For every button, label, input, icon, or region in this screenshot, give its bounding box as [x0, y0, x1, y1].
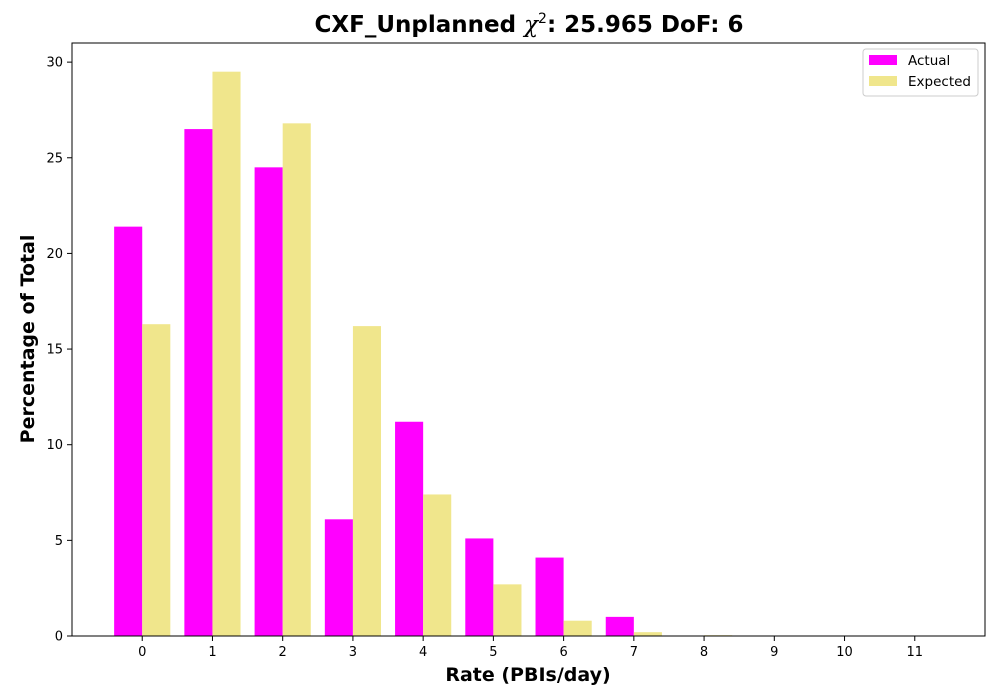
bar-actual-6 [535, 557, 564, 636]
x-tick-label-11: 11 [906, 645, 923, 660]
y-axis-label: Percentage of Total [17, 235, 39, 444]
legend-swatch-expected [869, 76, 897, 86]
bar-expected-2 [282, 123, 311, 637]
x-tick-label-9: 9 [770, 645, 778, 660]
bar-actual-1 [184, 129, 213, 636]
legend-swatch-actual [869, 55, 897, 65]
bars-group [114, 71, 803, 637]
y-tick-label-20: 20 [46, 247, 63, 262]
x-tick-label-10: 10 [836, 645, 853, 660]
y-tick-label-5: 5 [55, 534, 63, 549]
bar-expected-1 [212, 71, 241, 636]
bar-actual-3 [324, 519, 353, 636]
y-tick-label-0: 0 [55, 630, 63, 645]
x-ticks: 0 1 2 3 4 5 6 7 8 9 10 11 [138, 636, 923, 660]
bar-actual-7 [605, 616, 634, 636]
legend-label-expected: Expected [908, 74, 971, 90]
x-tick-label-3: 3 [349, 645, 357, 660]
bar-actual-5 [465, 538, 494, 636]
bar-expected-0 [142, 324, 171, 636]
legend-label-actual: Actual [908, 53, 950, 69]
y-tick-label-25: 25 [46, 151, 63, 166]
y-tick-label-10: 10 [46, 438, 63, 453]
x-axis-label: Rate (PBIs/day) [445, 664, 610, 686]
plot-frame [71, 42, 986, 637]
chart-title: CXF_Unplanned χ2: 25.965 DoF: 6 [315, 11, 744, 38]
y-ticks: 0 5 10 15 20 25 30 [46, 56, 72, 645]
bar-actual-4 [395, 421, 424, 636]
bar-expected-4 [423, 494, 452, 636]
x-tick-label-0: 0 [138, 645, 146, 660]
bar-expected-3 [352, 326, 382, 636]
x-tick-label-2: 2 [279, 645, 287, 660]
x-tick-label-7: 7 [630, 645, 638, 660]
bar-expected-5 [493, 584, 522, 636]
x-tick-label-5: 5 [489, 645, 497, 660]
bar-expected-7 [633, 632, 662, 636]
x-tick-label-6: 6 [559, 645, 567, 660]
x-tick-label-4: 4 [419, 645, 427, 660]
bar-actual-0 [114, 226, 143, 636]
legend: Actual Expected [862, 48, 979, 97]
y-tick-label-30: 30 [46, 56, 63, 71]
bar-actual-2 [254, 167, 283, 636]
x-tick-label-8: 8 [700, 645, 708, 660]
bar-expected-6 [563, 620, 592, 636]
x-tick-label-1: 1 [208, 645, 216, 660]
y-tick-label-15: 15 [46, 343, 63, 358]
